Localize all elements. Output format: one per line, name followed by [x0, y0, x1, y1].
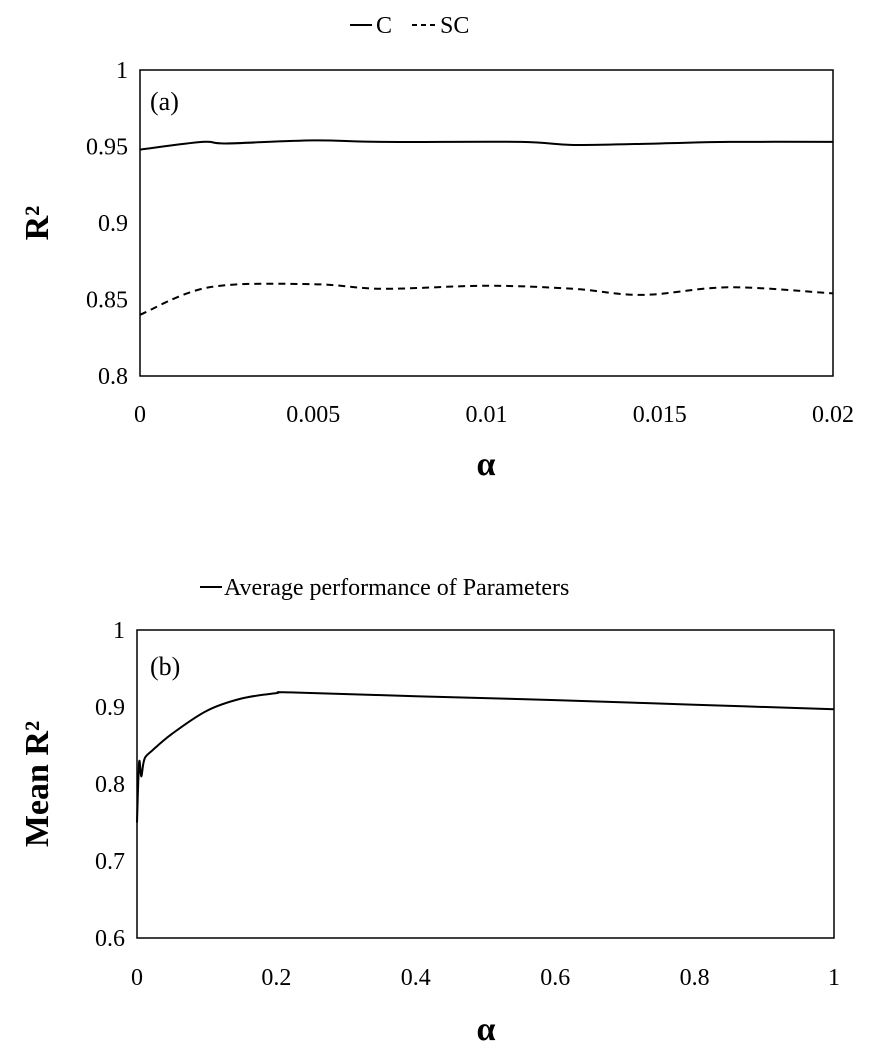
x-tick-label-b: 0.6 [540, 965, 570, 991]
legend-label-avg: Average performance of Parameters [224, 575, 569, 601]
y-axis-label-b: Mean R² [19, 721, 56, 847]
x-tick-label-b: 0 [131, 965, 143, 991]
x-tick-label-b: 0.2 [261, 965, 291, 991]
x-tick-label-a: 0.02 [812, 402, 854, 428]
y-tick-label-a: 0.85 [86, 288, 128, 314]
y-tick-label-b: 0.6 [95, 926, 125, 952]
panel-label-a: (a) [150, 87, 179, 116]
series-line-c [139, 139, 834, 151]
y-tick-label-b: 0.7 [95, 849, 125, 875]
y-tick-label-a: 0.95 [86, 135, 128, 161]
y-tick-label-b: 0.9 [95, 695, 125, 721]
series-line-average-performance-of-parameters [136, 691, 835, 823]
legend-label-sc: SC [440, 13, 469, 39]
chart-a: C SC (a) 0 0.005 0.01 0.015 0.02 0.8 0.85 0.9 0.… [19, 13, 854, 483]
x-tick-label-a: 0.015 [633, 402, 687, 428]
y-tick-label-b: 1 [113, 618, 125, 644]
y-tick-label-a: 0.8 [98, 364, 128, 390]
y-tick-label-a: 1 [116, 58, 128, 84]
plot-frame-b [136, 629, 835, 939]
x-tick-label-b: 0.4 [401, 965, 431, 991]
y-tick-label-a: 0.9 [98, 211, 128, 237]
legend-b: Average performance of Parameters [200, 575, 569, 601]
legend-label-c: C [376, 13, 392, 39]
x-axis-label-b: α [477, 1011, 496, 1048]
x-axis-label-a: α [477, 446, 496, 483]
x-tick-label-a: 0.005 [286, 402, 340, 428]
series-line-sc [139, 282, 834, 316]
y-tick-label-b: 0.8 [95, 772, 125, 798]
x-tick-label-a: 0.01 [466, 402, 508, 428]
legend-a: C SC [350, 13, 469, 39]
panel-label-b: (b) [150, 652, 180, 681]
plot-frame-a [139, 69, 834, 377]
x-tick-label-b: 0.8 [680, 965, 710, 991]
x-tick-label-b: 1 [828, 965, 840, 991]
x-tick-label-a: 0 [134, 402, 146, 428]
y-axis-label-a: R² [19, 206, 56, 241]
